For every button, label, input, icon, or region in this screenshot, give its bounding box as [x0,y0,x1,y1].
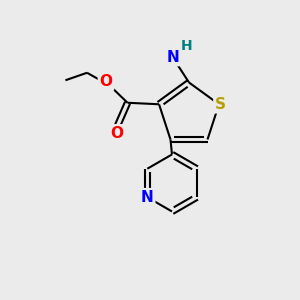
Text: S: S [215,97,226,112]
Text: H: H [181,39,192,52]
Text: O: O [99,74,112,89]
Text: O: O [110,126,123,141]
Text: N: N [141,190,154,205]
Text: N: N [166,50,179,64]
